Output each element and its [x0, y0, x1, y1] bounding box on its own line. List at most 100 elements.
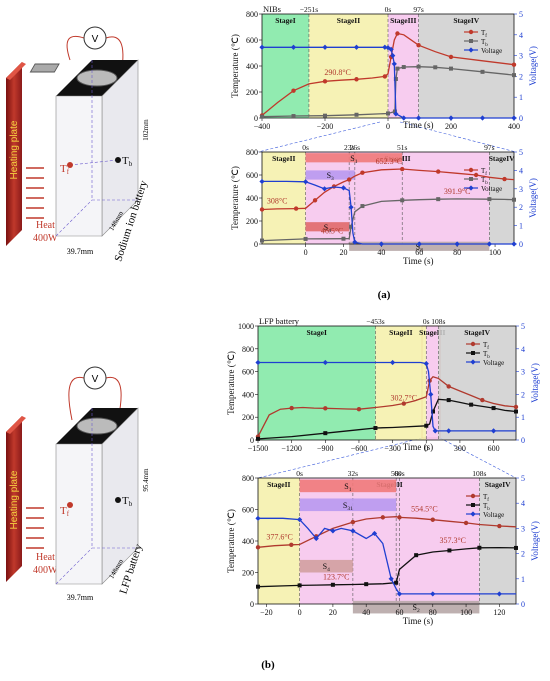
annotation: 357.3°C [439, 536, 466, 545]
legend-label: Tb [483, 502, 490, 512]
data-point [513, 404, 519, 410]
data-point [514, 545, 518, 550]
data-point [348, 204, 354, 210]
x-tick-label: 100 [489, 248, 501, 257]
x-tick-label: 80 [453, 248, 461, 257]
y2-tick-label: 2 [519, 72, 523, 81]
annotation: 290.8°C [324, 68, 351, 77]
data-point [360, 204, 365, 209]
stage-band [305, 153, 403, 163]
chart-corner-label: LFP battery [259, 316, 300, 326]
annotation: 652.3°C [376, 157, 403, 166]
y2-tick-label: 3 [521, 368, 525, 377]
y2-tick-label: 0 [519, 240, 523, 249]
y-tick-label: 400 [246, 194, 258, 203]
x-tick-label: −300 [384, 444, 401, 453]
data-point [400, 198, 405, 203]
data-point [256, 436, 260, 441]
legend-marker [468, 167, 474, 173]
data-point [378, 241, 384, 247]
chart-b_bottom: StageIIStageIIIStageIV0s32s58s60s108sS1S… [226, 469, 540, 626]
data-point [382, 44, 388, 50]
data-point [302, 179, 309, 185]
stage-label: StageIV [485, 480, 511, 489]
legend-marker [468, 47, 474, 53]
time-marker-label: 51s [397, 143, 408, 152]
y-tick-label: 800 [246, 10, 258, 19]
stage-region [308, 14, 388, 118]
y-tick-label: 800 [242, 345, 254, 354]
data-point [490, 428, 497, 434]
chart-a_bottom: StageIIStageIIIStageIV0s23s26s51s97sS1S3… [230, 143, 538, 266]
data-point [259, 44, 265, 50]
legend-label: Voltage [481, 47, 502, 55]
y2-tick-label: 0 [521, 436, 525, 445]
y2-tick-label: 1 [519, 93, 523, 102]
voltmeter-label: V [92, 374, 99, 385]
heating-plate-label: Heating plate [9, 120, 20, 179]
data-point [487, 197, 492, 202]
data-point [448, 54, 454, 60]
stage-region [258, 478, 300, 604]
data-point [259, 207, 265, 212]
data-point [514, 409, 518, 414]
data-point [360, 170, 365, 175]
data-point [432, 428, 438, 434]
data-point [424, 423, 429, 428]
legend-label: Tb [483, 350, 490, 360]
data-point [354, 77, 359, 82]
data-point [430, 591, 436, 597]
legend-label: Voltage [483, 359, 504, 367]
stage-region [479, 478, 516, 604]
x-axis-label: Time (s) [403, 256, 433, 266]
legend-marker [469, 177, 473, 181]
data-point [386, 111, 390, 116]
time-marker-label: 97s [484, 143, 495, 152]
y2-axis-label: Voltage(V) [530, 363, 540, 403]
height-dim-label: 95.4mm [142, 468, 150, 492]
y2-tick-label: 4 [519, 166, 523, 175]
y-axis-label: Temperature (℃) [226, 351, 236, 415]
data-point [423, 361, 429, 367]
data-point [255, 359, 261, 366]
data-point [352, 239, 358, 245]
data-point [321, 186, 328, 192]
data-point [414, 553, 419, 558]
y-axis-label: Temperature (℃) [230, 166, 240, 230]
stage-region [426, 326, 439, 440]
stage-label: StageIII [390, 16, 416, 25]
y-axis-label: Temperature (℃) [226, 509, 236, 573]
data-point [416, 241, 422, 247]
tf-label: Tf [60, 505, 70, 518]
legend-label: Voltage [483, 511, 504, 519]
legend-label: Tf [481, 167, 487, 177]
x-tick-label: 120 [493, 608, 505, 617]
legend-marker [468, 185, 474, 191]
data-point [393, 111, 399, 117]
cell-body-a: Tf Tb [29, 59, 139, 237]
series-line [261, 32, 515, 116]
data-point [436, 169, 441, 174]
data-point [289, 542, 294, 547]
x-tick-label: 100 [460, 608, 472, 617]
data-point [353, 44, 360, 50]
x-tick-label: −600 [351, 444, 368, 453]
data-point [330, 528, 336, 534]
x-tick-label: −900 [317, 444, 334, 453]
y-tick-label: 400 [242, 537, 254, 546]
stage-region [258, 326, 376, 440]
y2-tick-label: 5 [519, 148, 523, 157]
y-tick-label: 400 [246, 62, 258, 71]
time-marker-label: 97s [413, 5, 424, 14]
x-tick-label: 0 [304, 248, 308, 257]
time-marker-label: 0s [302, 143, 309, 152]
y2-tick-label: 1 [519, 222, 523, 231]
time-marker-label: 108s [431, 317, 445, 326]
time-marker-label: 58s [391, 469, 402, 478]
plot-frame [257, 325, 517, 441]
stage-region [375, 326, 427, 440]
y-tick-label: 600 [242, 368, 254, 377]
panel-label-a: (a) [378, 289, 391, 301]
x-tick-label: 20 [329, 608, 337, 617]
